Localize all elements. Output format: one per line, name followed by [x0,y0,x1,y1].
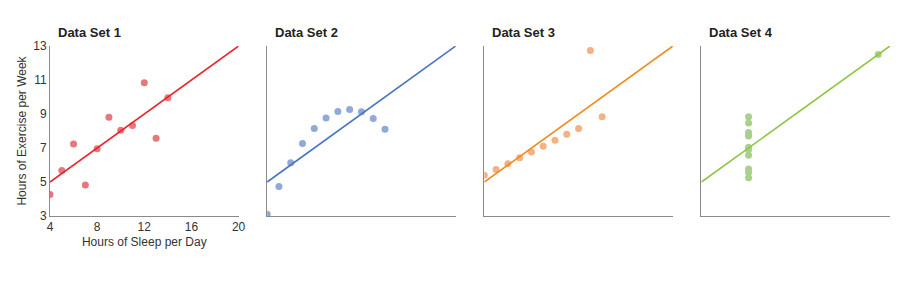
svg-text:Data Set 4: Data Set 4 [709,25,773,40]
svg-text:Hours of Sleep per Day: Hours of Sleep per Day [82,235,207,249]
svg-text:4: 4 [47,220,54,234]
svg-text:Data Set 2: Data Set 2 [275,25,338,40]
svg-text:Hours of Exercise per Week: Hours of Exercise per Week [15,55,29,205]
svg-text:13: 13 [33,39,47,53]
svg-text:8: 8 [94,220,101,234]
svg-text:12: 12 [138,220,152,234]
svg-text:7: 7 [40,141,47,155]
svg-text:5: 5 [40,175,47,189]
svg-text:Data Set 3: Data Set 3 [492,25,555,40]
svg-text:20: 20 [232,220,246,234]
svg-text:Data Set 1: Data Set 1 [58,25,121,40]
svg-text:16: 16 [185,220,199,234]
svg-text:11: 11 [34,73,47,87]
svg-text:3: 3 [40,209,47,223]
svg-text:9: 9 [40,107,47,121]
